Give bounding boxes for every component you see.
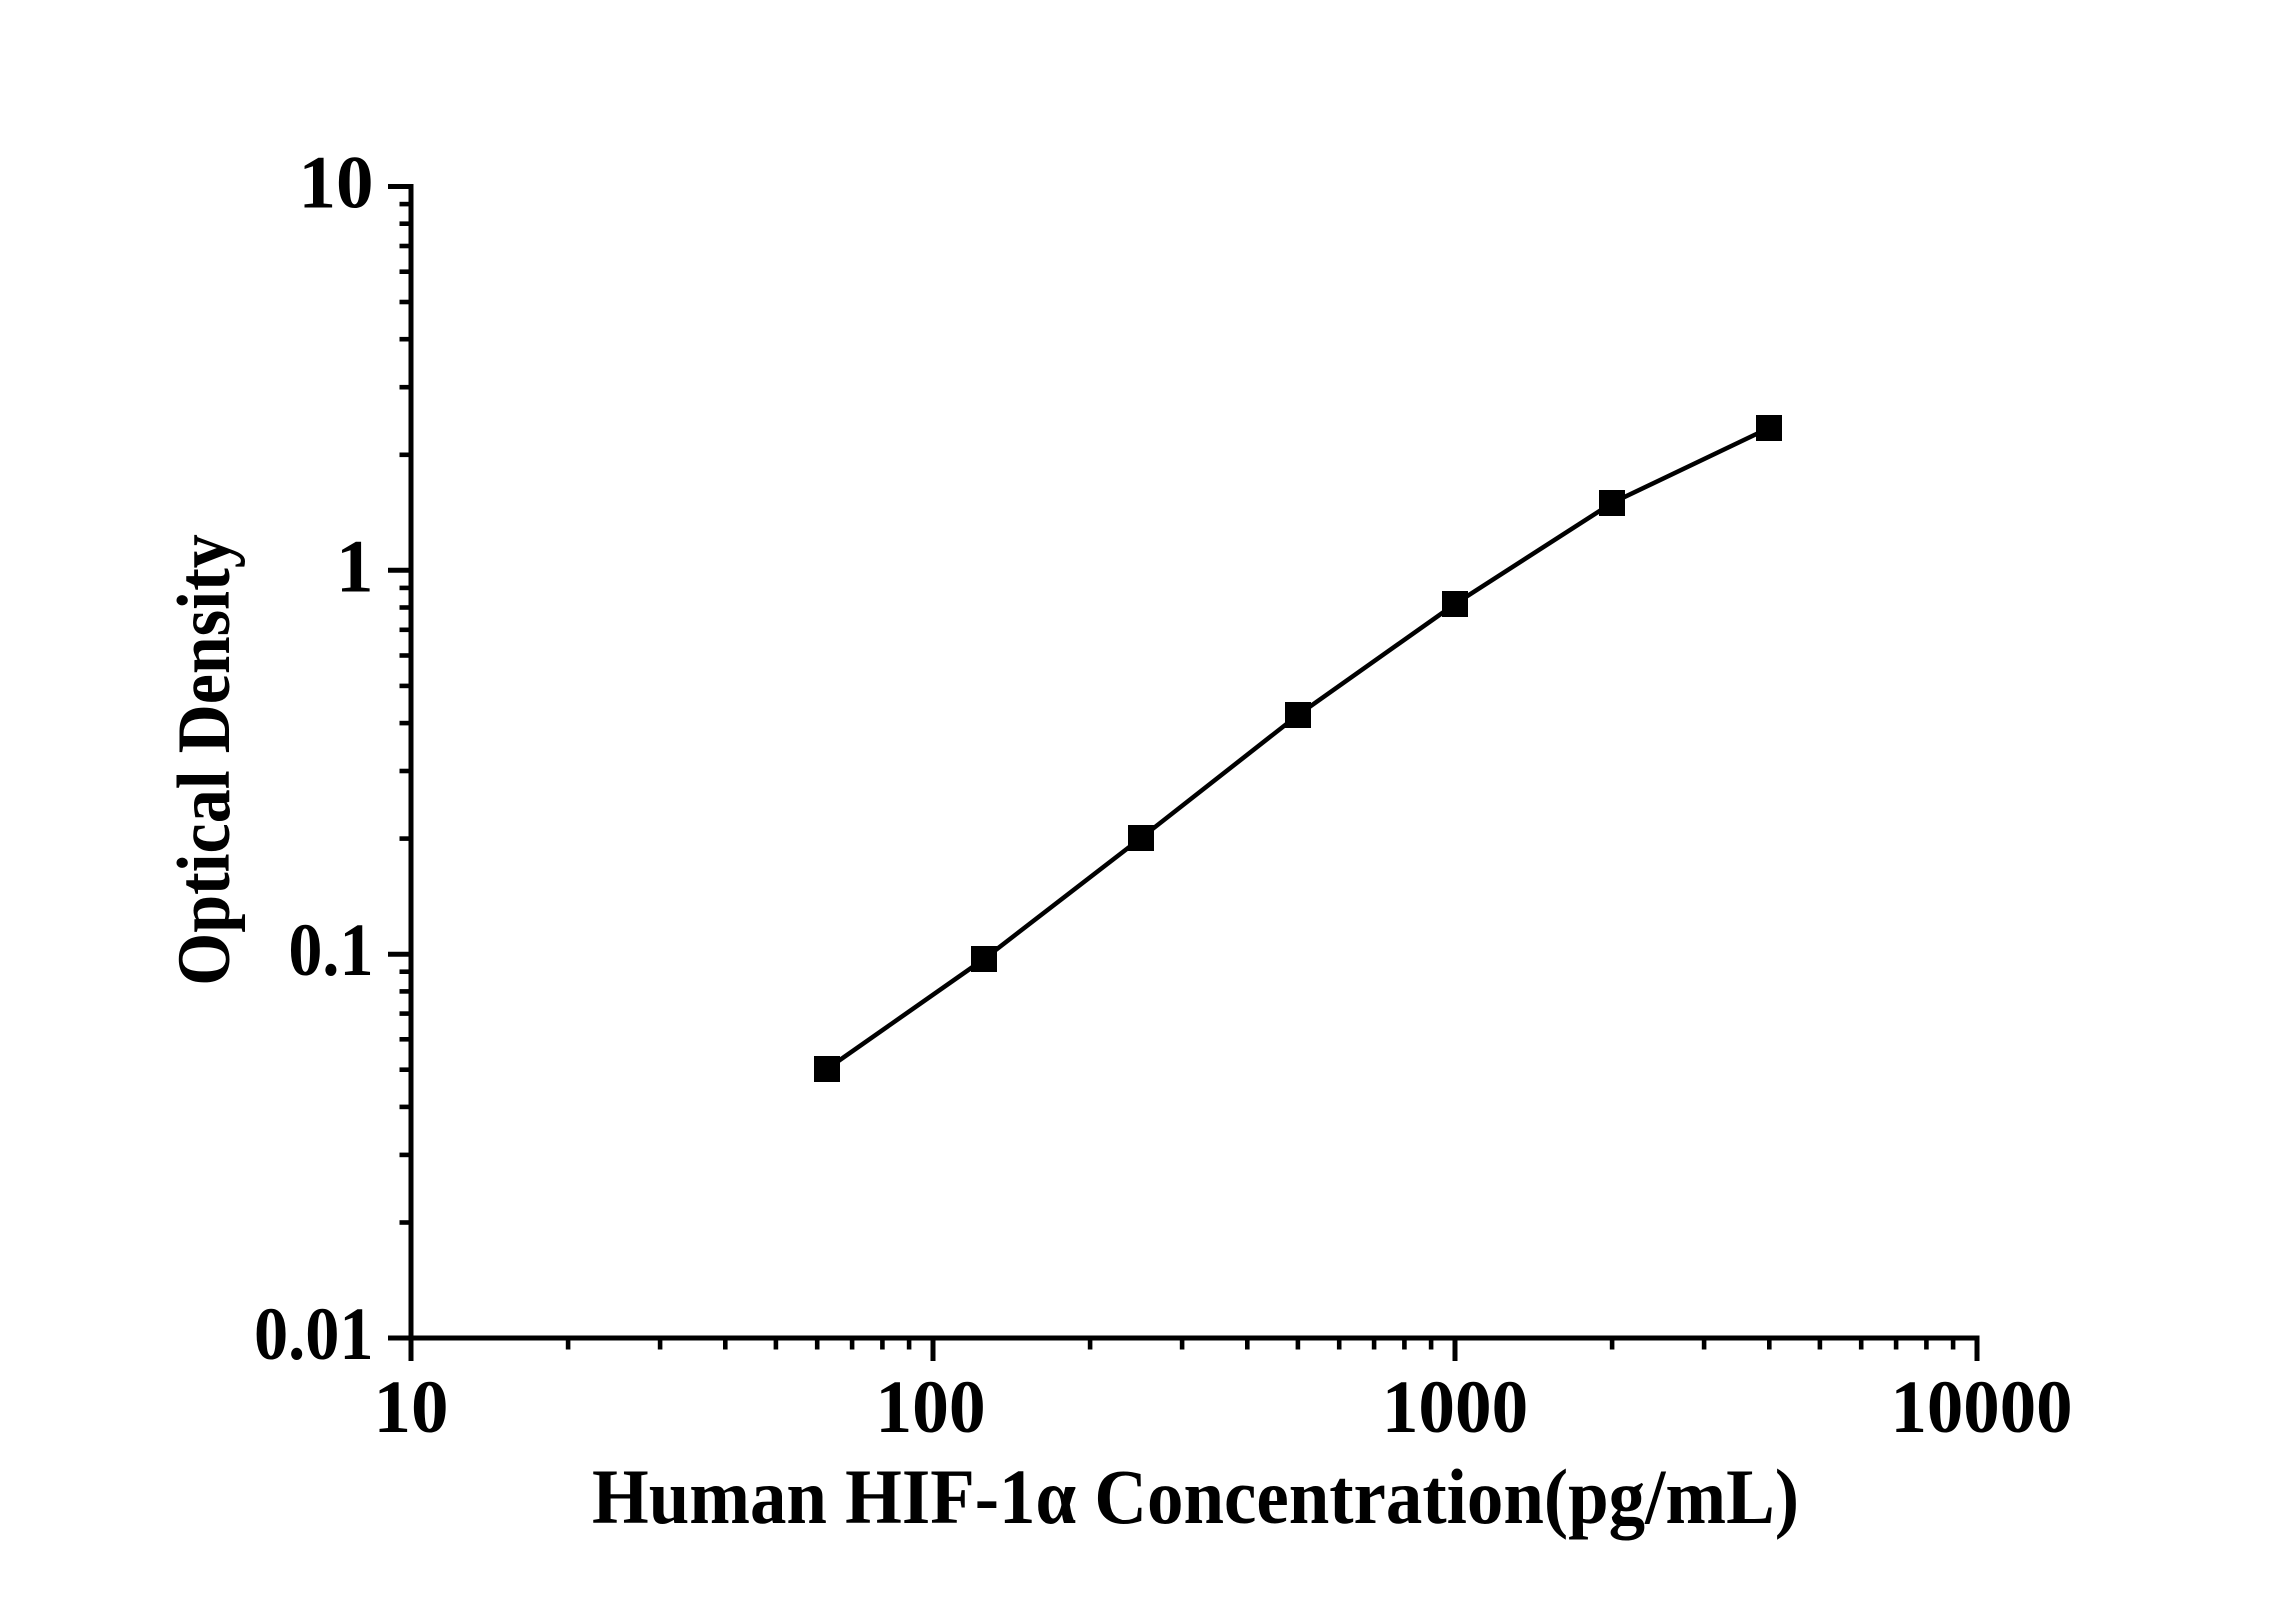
- svg-text:1: 1: [336, 525, 374, 608]
- svg-text:10: 10: [374, 1366, 449, 1449]
- svg-text:0.1: 0.1: [288, 909, 373, 992]
- svg-text:0.01: 0.01: [254, 1293, 374, 1376]
- svg-text:10000: 10000: [1891, 1366, 2073, 1449]
- svg-text:100: 100: [875, 1366, 985, 1449]
- svg-text:1000: 1000: [1382, 1366, 1528, 1449]
- svg-text:Optical Density: Optical Density: [163, 534, 246, 985]
- svg-text:Human HIF-1α Concentration(pg/: Human HIF-1α Concentration(pg/mL): [592, 1453, 1799, 1540]
- svg-text:10: 10: [299, 142, 374, 225]
